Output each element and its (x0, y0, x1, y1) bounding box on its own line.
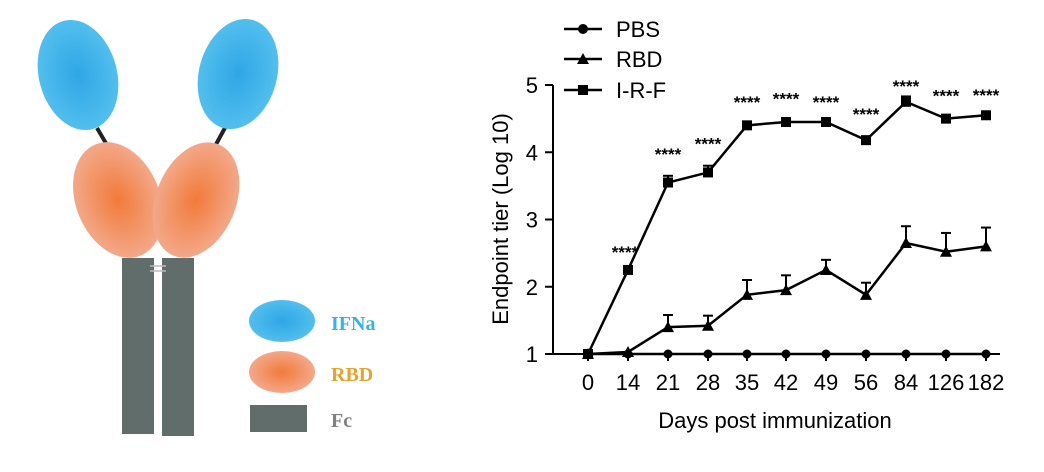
x-tick-label: 126 (928, 370, 965, 395)
significance-label: **** (813, 93, 840, 112)
series-i-r-f (583, 95, 991, 359)
data-point (901, 96, 911, 107)
significance-label: **** (853, 105, 880, 124)
significance-label: **** (893, 77, 920, 96)
y-ticks: 1 2 3 4 5 (526, 73, 553, 367)
data-point (900, 237, 912, 249)
data-point (703, 167, 713, 178)
antibody-diagram (37, 18, 279, 436)
data-point (663, 177, 673, 188)
data-point (941, 113, 951, 124)
data-point (981, 110, 991, 121)
y-tick-label: 5 (526, 73, 538, 98)
fc-block-right (162, 258, 194, 436)
data-point (940, 245, 952, 257)
data-point (703, 349, 713, 359)
significance-label: **** (734, 93, 761, 112)
data-point (622, 345, 634, 357)
x-tick-label: 0 (582, 370, 594, 395)
legend-ifna-label: IFNa (331, 313, 375, 335)
series-line-i-r-f (586, 100, 987, 355)
legend-fc-label: Fc (331, 410, 352, 432)
data-point (821, 349, 831, 359)
legend-ifna-swatch (249, 300, 315, 342)
series-pbs (583, 349, 991, 359)
significance-label: **** (695, 135, 722, 154)
x-tick-label: 28 (696, 370, 720, 395)
data-point (981, 349, 991, 359)
x-tick-label: 182 (968, 370, 1005, 395)
legend-rbd-swatch (249, 351, 315, 393)
y-tick-label: 3 (526, 208, 538, 233)
data-point (781, 349, 791, 359)
data-point (741, 288, 753, 300)
data-point (781, 116, 791, 127)
legend-irf-label: I-R-F (616, 78, 666, 103)
rbd-domain-right (152, 142, 240, 258)
data-point (780, 284, 792, 296)
data-point (941, 349, 951, 359)
data-point (742, 349, 752, 359)
legend-pbs-marker (578, 24, 588, 34)
y-axis-label: Endpoint tier (Log 10) (488, 113, 513, 325)
significance-label: **** (612, 243, 639, 262)
data-point (583, 349, 593, 359)
diagram-legend: IFNa RBD Fc (249, 300, 375, 432)
y-tick-label: 1 (526, 342, 538, 367)
data-point (861, 349, 871, 359)
data-point (702, 319, 714, 331)
legend-rbd-marker (577, 53, 589, 64)
significance-label: **** (973, 86, 1000, 105)
x-tick-label: 21 (656, 370, 680, 395)
data-point (820, 263, 832, 275)
significance-label: **** (773, 90, 800, 109)
data-point (663, 349, 673, 359)
linker-left (95, 126, 109, 147)
x-tick-label: 35 (735, 370, 759, 395)
annotations: **** **** **** **** **** **** **** **** **** **** (612, 77, 1000, 262)
legend-irf-marker (578, 85, 588, 95)
fc-block-left (122, 258, 154, 434)
ifna-domain-right (197, 18, 279, 130)
legend-rbd-label: RBD (331, 364, 373, 386)
significance-label: **** (933, 86, 960, 105)
x-tick-label: 14 (616, 370, 640, 395)
data-point (662, 321, 674, 333)
data-point (742, 120, 752, 131)
legend-fc-swatch (250, 405, 307, 432)
data-point (623, 264, 633, 275)
y-tick-label: 4 (526, 140, 538, 165)
x-ticks: 0 14 21 28 35 42 49 56 84 126 182 (582, 354, 1004, 395)
x-tick-label: 84 (894, 370, 918, 395)
legend-pbs-label: PBS (616, 17, 660, 42)
chart-legend: PBS RBD I-R-F (564, 17, 666, 103)
series-rbd (582, 225, 992, 359)
ifna-domain-left (37, 19, 119, 131)
data-point (901, 349, 911, 359)
data-point (821, 116, 831, 127)
series-line-rbd (587, 241, 987, 356)
data-point (980, 240, 992, 252)
x-tick-label: 42 (774, 370, 798, 395)
y-tick-label: 2 (526, 275, 538, 300)
significance-label: **** (655, 145, 682, 164)
x-tick-label: 56 (854, 370, 878, 395)
data-point (861, 135, 871, 146)
rbd-domain-left (73, 142, 163, 258)
x-tick-label: 49 (814, 370, 838, 395)
data-point (860, 288, 872, 300)
series-layer (582, 95, 992, 359)
legend-rbd-series-label: RBD (616, 47, 662, 72)
x-axis-label: Days post immunization (658, 408, 892, 433)
